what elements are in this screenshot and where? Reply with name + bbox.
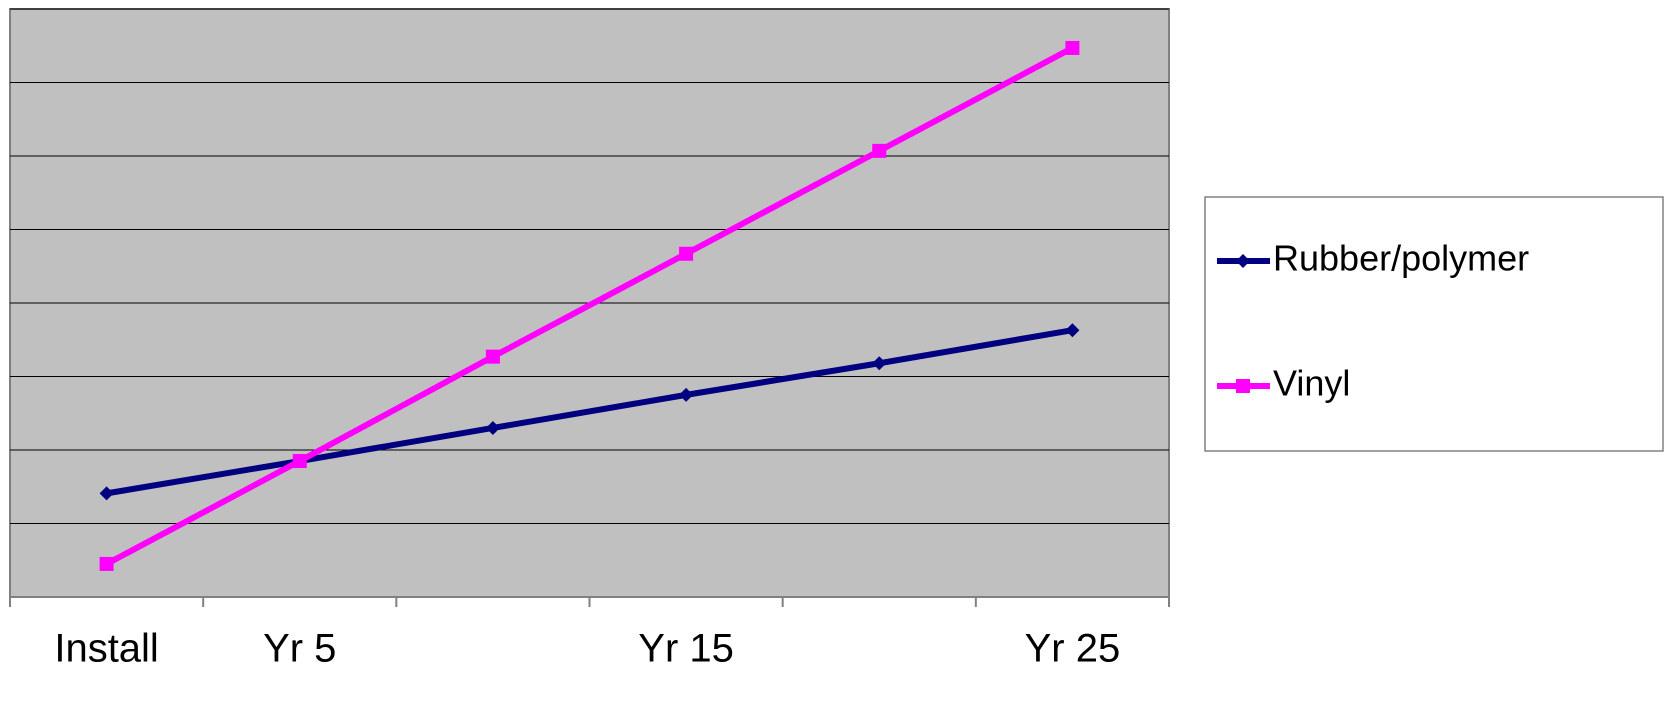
x-tick-label: Yr 25 xyxy=(1025,627,1121,671)
series-line xyxy=(105,45,1074,567)
legend-label: Rubber/polymer xyxy=(1273,238,1529,279)
series-line xyxy=(106,327,1073,497)
data-point xyxy=(485,349,500,364)
legend-label: Vinyl xyxy=(1273,363,1350,404)
data-point xyxy=(99,486,114,501)
legend-marker xyxy=(1236,379,1250,393)
data-point xyxy=(872,143,887,158)
data-point xyxy=(679,246,694,261)
data-point xyxy=(1065,40,1080,55)
legend-box xyxy=(1204,196,1664,452)
data-point xyxy=(292,454,307,469)
x-tick-label: Install xyxy=(54,627,159,671)
x-tick-label: Yr 15 xyxy=(638,627,734,671)
legend-marker xyxy=(1236,254,1250,268)
data-point xyxy=(99,556,114,571)
data-point xyxy=(872,356,887,371)
data-point xyxy=(679,387,694,402)
x-tick-label: Yr 5 xyxy=(263,627,336,671)
data-point xyxy=(1065,323,1080,338)
data-point xyxy=(485,420,500,435)
